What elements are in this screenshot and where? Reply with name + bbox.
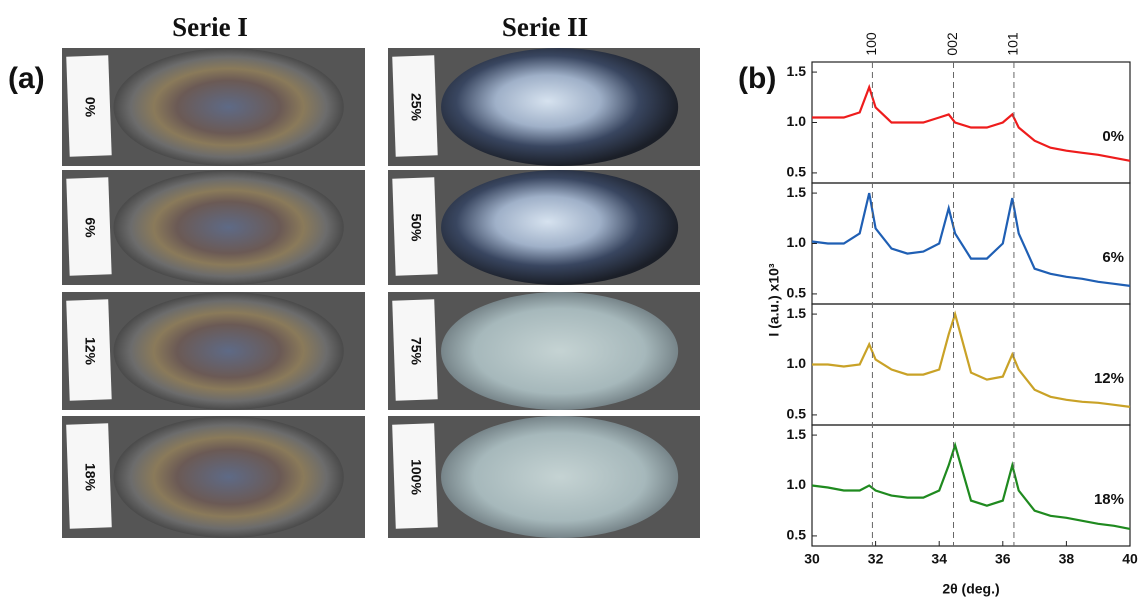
plot-frame	[812, 425, 1130, 546]
series-label: 6%	[1102, 249, 1124, 266]
x-tick-label: 30	[804, 551, 820, 567]
sample-label: 100%	[408, 459, 424, 495]
figure: (a) Serie I 0% 6% 12% 18% Serie II 25% 50% 75% 100…	[0, 0, 1139, 599]
y-tick-label: 1.0	[787, 355, 807, 371]
sample-label: 25%	[408, 93, 424, 122]
x-axis-title: 2θ (deg.)	[942, 581, 999, 597]
xrd-line	[812, 314, 1130, 407]
x-tick-label: 38	[1059, 551, 1075, 567]
sample-film	[441, 292, 678, 410]
peak-label: 101	[1005, 32, 1021, 56]
xrd-line	[812, 445, 1130, 529]
sample-label: 12%	[82, 337, 98, 366]
photo-panel: (a) Serie I 0% 6% 12% 18% Serie II 25% 50% 75% 100…	[8, 12, 700, 538]
sample-film	[114, 170, 344, 285]
series-title: Serie II	[502, 12, 588, 42]
series-label: 0%	[1102, 128, 1124, 145]
peak-label: 002	[944, 32, 960, 56]
y-tick-label: 1.5	[787, 63, 807, 79]
sample-label: 18%	[82, 463, 98, 492]
y-tick-label: 1.0	[787, 476, 807, 492]
sample-film	[441, 48, 678, 166]
y-tick-label: 1.0	[787, 234, 807, 250]
plot-frame	[812, 183, 1130, 304]
y-tick-label: 1.0	[787, 113, 807, 129]
x-tick-label: 34	[931, 551, 947, 567]
y-tick-label: 0.5	[787, 164, 807, 180]
x-tick-label: 32	[868, 551, 884, 567]
sample-label: 0%	[82, 97, 98, 118]
sample-film	[114, 48, 344, 166]
y-tick-label: 1.5	[787, 305, 807, 321]
plot-frame	[812, 62, 1130, 183]
sample-label: 75%	[408, 337, 424, 366]
y-tick-label: 0.5	[787, 285, 807, 301]
panel-label: (b)	[738, 62, 776, 95]
peak-label: 100	[863, 32, 879, 56]
sample-label: 6%	[82, 217, 98, 238]
y-tick-label: 1.5	[787, 426, 807, 442]
sample-film	[114, 416, 344, 538]
series-label: 18%	[1094, 491, 1124, 508]
xrd-line	[812, 87, 1130, 161]
xrd-line	[812, 193, 1130, 286]
sample-label: 50%	[408, 213, 424, 242]
y-tick-label: 0.5	[787, 406, 807, 422]
x-tick-label: 40	[1122, 551, 1138, 567]
y-axis-title: I (a.u.) x10³	[766, 263, 782, 336]
series-title: Serie I	[172, 12, 248, 42]
x-tick-label: 36	[995, 551, 1011, 567]
sample-film	[114, 292, 344, 410]
xrd-panel: (b) 0.5 1.0 1.5 0% 0.5 1.0 1.5 6% 0.5 1.0 1.5 12% 0.5…	[738, 32, 1138, 597]
y-tick-label: 0.5	[787, 527, 807, 543]
panel-label: (a)	[8, 62, 45, 95]
sample-film	[441, 170, 678, 285]
y-tick-label: 1.5	[787, 184, 807, 200]
series-label: 12%	[1094, 370, 1124, 387]
sample-film	[441, 416, 678, 538]
